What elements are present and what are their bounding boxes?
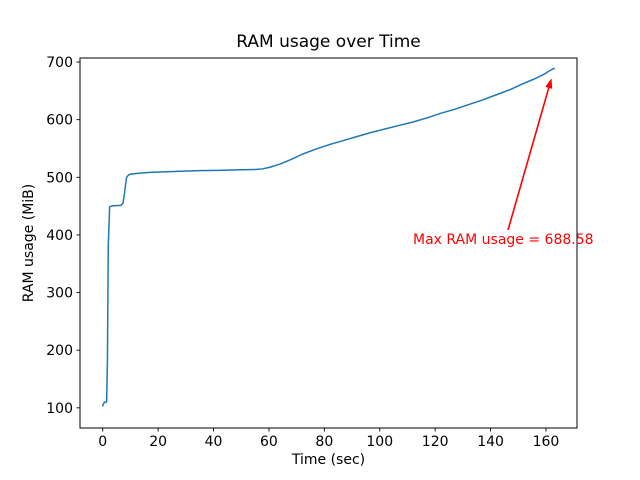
x-tick-label: 80 bbox=[315, 434, 333, 450]
y-tick-label: 700 bbox=[46, 55, 73, 71]
y-tick-label: 300 bbox=[46, 286, 73, 302]
x-tick-label: 40 bbox=[205, 434, 223, 450]
ram-usage-line bbox=[101, 67, 556, 407]
annotation-arrow-head bbox=[545, 78, 553, 89]
plot-dynamic-content: 0 20 40 60 80 100 120 140 160 100 200 300 400 500 600 7… bbox=[46, 55, 578, 450]
x-tick-label: 0 bbox=[98, 434, 107, 450]
annotation-arrow-shaft bbox=[507, 87, 550, 231]
x-tick-label: 120 bbox=[422, 434, 449, 450]
x-axis-label: Time (sec) bbox=[291, 452, 365, 468]
x-tick-label: 160 bbox=[533, 434, 560, 450]
x-tick-label: 100 bbox=[366, 434, 393, 450]
x-tick-label: 140 bbox=[477, 434, 504, 450]
max-annotation-text: Max RAM usage = 688.58 bbox=[413, 232, 594, 248]
x-tick-label: 60 bbox=[260, 434, 278, 450]
y-tick-label: 200 bbox=[46, 343, 73, 359]
plot-spines bbox=[79, 57, 578, 429]
x-tick-label: 20 bbox=[149, 434, 167, 450]
chart-title: RAM usage over Time bbox=[236, 32, 420, 52]
y-tick-label: 600 bbox=[46, 113, 73, 129]
y-tick-label: 400 bbox=[46, 228, 73, 244]
y-tick-label: 100 bbox=[46, 401, 73, 417]
y-axis-label: RAM usage (MiB) bbox=[21, 184, 37, 302]
y-tick-label: 500 bbox=[46, 170, 73, 186]
